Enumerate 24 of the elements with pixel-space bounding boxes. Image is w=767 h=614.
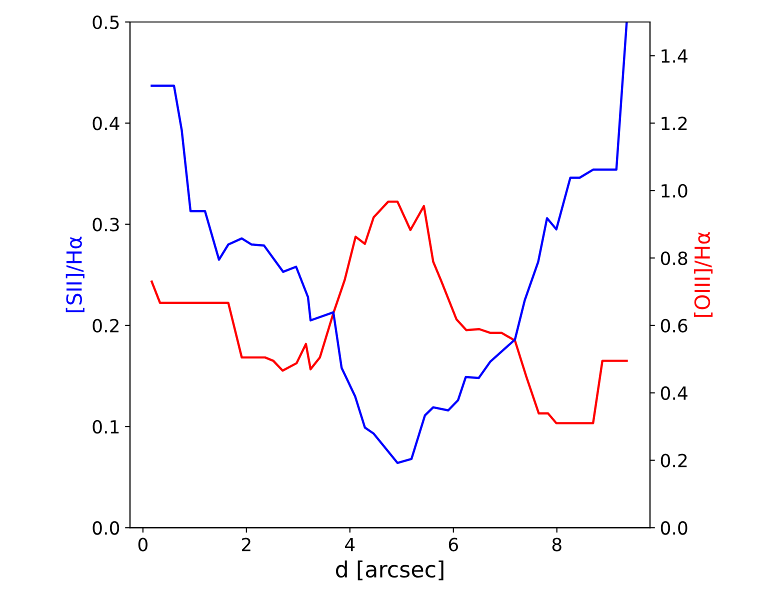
x-tick-label: 2: [242, 538, 250, 552]
x-tick-label: 4: [345, 538, 355, 552]
y-tick-label: 0.2: [92, 318, 118, 333]
y-tick-label: 0.3: [92, 218, 119, 232]
y-tick-label: 0.5: [92, 15, 119, 30]
y2-tick-label: 0.6: [660, 318, 688, 333]
y2-tick-label: 0.0: [660, 521, 688, 535]
y-tick-label: 0.4: [92, 116, 120, 130]
y2-tick-label: 1.4: [662, 49, 688, 63]
y2-tick-label: 0.2: [660, 454, 687, 468]
y2-tick-label: 0.8: [660, 251, 688, 266]
x-axis-title: d [arcsec]: [336, 560, 444, 580]
line-series: [150, 200, 628, 424]
x-tick-label: 0: [138, 538, 148, 552]
y2-tick-label: 1.0: [662, 184, 688, 198]
x-tick-label: 6: [448, 538, 458, 552]
x-tick-label: 8: [552, 538, 562, 552]
y-axis-title: [SII]/Hα: [66, 236, 84, 312]
y2-axis-title: [OIII]/Hα: [694, 232, 713, 317]
line-series: [150, 22, 628, 464]
y-tick-label: 0.0: [92, 521, 120, 535]
y-tick-label: 0.1: [92, 420, 119, 434]
y2-tick-label: 0.4: [660, 386, 688, 400]
y2-tick-label: 1.2: [662, 116, 687, 130]
